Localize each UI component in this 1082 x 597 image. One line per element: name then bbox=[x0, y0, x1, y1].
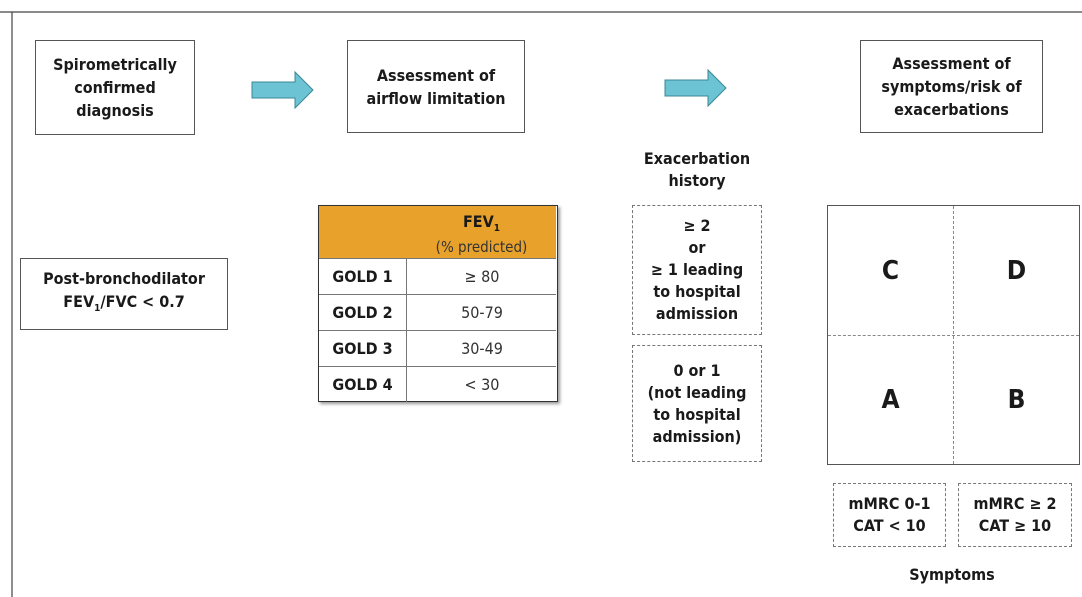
text: ≥ 1 leading bbox=[650, 260, 744, 279]
gold-table: FEV1 (% predicted) GOLD 1 ≥ 80 GOLD 2 50-79… bbox=[318, 205, 558, 402]
text: FEV bbox=[63, 292, 95, 312]
step-text: confirmed bbox=[74, 78, 156, 97]
arrow bbox=[664, 68, 727, 108]
symptoms-title: Symptoms bbox=[909, 565, 995, 584]
text: to hospital bbox=[653, 282, 741, 301]
title-text: Exacerbation bbox=[643, 149, 751, 168]
step-box: Assessment of airflow limitation bbox=[347, 40, 525, 133]
step-box: Spirometrically confirmed diagnosis bbox=[35, 40, 195, 135]
fev-range: < 30 bbox=[464, 375, 500, 394]
group-label: B bbox=[1007, 385, 1026, 415]
step-box: Assessment of symptoms/risk of exacerbat… bbox=[860, 40, 1043, 133]
text: CAT ≥ 10 bbox=[978, 516, 1052, 535]
step-text: airflow limitation bbox=[366, 88, 506, 108]
text: (not leading bbox=[647, 382, 747, 402]
criterion-text: Post-bronchodilator bbox=[43, 269, 205, 289]
step-text: exacerbations bbox=[894, 100, 1009, 119]
group-label: C bbox=[881, 255, 900, 286]
step-text: Assessment of bbox=[376, 65, 496, 85]
exacerbation-low: 0 or 1 (not leading to hospital admissio… bbox=[632, 345, 762, 462]
step-text: Assessment of bbox=[892, 54, 1011, 73]
fev-range: ≥ 80 bbox=[464, 267, 500, 286]
gold-grade: GOLD 2 bbox=[319, 295, 407, 330]
step-text: diagnosis bbox=[76, 101, 154, 120]
text: /FVC < 0.7 bbox=[100, 292, 185, 312]
subscript: 1 bbox=[493, 223, 501, 235]
title-text: history bbox=[668, 171, 726, 190]
text: ≥ 2 bbox=[683, 216, 711, 235]
subscript: 1 bbox=[94, 303, 101, 315]
symptoms-high: mMRC ≥ 2 CAT ≥ 10 bbox=[958, 483, 1072, 547]
text: CAT < 10 bbox=[853, 516, 926, 535]
table-row: GOLD 4 < 30 bbox=[319, 366, 556, 402]
header-text: FEV1 bbox=[407, 212, 556, 238]
text: admission) bbox=[652, 426, 742, 446]
text: admission bbox=[655, 304, 739, 323]
table-row: GOLD 1 ≥ 80 bbox=[319, 258, 556, 294]
arrow bbox=[251, 70, 314, 110]
fev-range: 50-79 bbox=[461, 303, 503, 322]
criterion-box: Post-bronchodilator FEV1/FVC < 0.7 bbox=[20, 258, 228, 330]
header-text: (% predicted) bbox=[435, 238, 528, 257]
text: or bbox=[688, 238, 706, 257]
fev-range: 30-49 bbox=[461, 339, 503, 358]
criterion-text: FEV1/FVC < 0.7 bbox=[63, 290, 184, 320]
gold-grade: GOLD 3 bbox=[319, 331, 407, 366]
table-header: FEV1 (% predicted) bbox=[319, 206, 556, 258]
step-text: symptoms/risk of bbox=[881, 77, 1022, 96]
text: mMRC ≥ 2 bbox=[973, 494, 1057, 513]
text: FEV bbox=[462, 212, 494, 231]
group-label: A bbox=[881, 385, 900, 415]
gold-grade: GOLD 1 bbox=[319, 259, 407, 294]
gold-grade: GOLD 4 bbox=[319, 367, 407, 402]
text: mMRC 0-1 bbox=[848, 494, 931, 513]
text: to hospital bbox=[653, 404, 741, 424]
group-grid: C D A B bbox=[827, 205, 1080, 465]
symptoms-low: mMRC 0-1 CAT < 10 bbox=[833, 483, 946, 547]
group-label: D bbox=[1006, 255, 1027, 286]
table-row: GOLD 3 30-49 bbox=[319, 330, 556, 366]
grid-divider bbox=[828, 335, 1079, 336]
text: 0 or 1 bbox=[673, 360, 721, 380]
step-text: Spirometrically bbox=[53, 55, 177, 74]
table-row: GOLD 2 50-79 bbox=[319, 294, 556, 330]
exacerbation-high: ≥ 2 or ≥ 1 leading to hospital admission bbox=[632, 205, 762, 335]
exacerbation-title: Exacerbation history bbox=[632, 148, 762, 192]
